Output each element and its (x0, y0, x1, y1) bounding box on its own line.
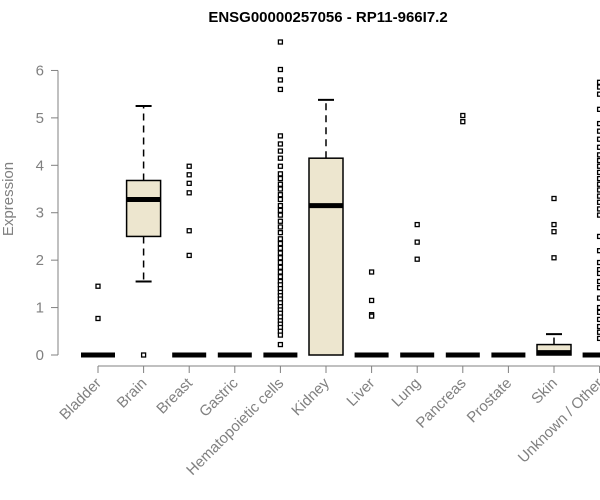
outlier-point (186, 252, 192, 259)
outlier-point (551, 229, 557, 235)
outlier-point (186, 228, 192, 234)
outlier-point (277, 39, 284, 45)
outlier-point (277, 196, 284, 203)
box-group (263, 39, 298, 358)
x-tick-label: Prostate (464, 375, 516, 427)
y-axis: 0 1 2 3 4 5 6 (36, 62, 59, 364)
y-tick-label: 6 (36, 62, 44, 79)
box-group (536, 195, 572, 356)
outlier-point (277, 269, 284, 275)
outlier-point (95, 283, 101, 289)
box-group (445, 112, 480, 358)
outlier-point (551, 195, 557, 202)
outlier-point (95, 315, 101, 322)
box-group (308, 98, 344, 356)
x-tick-label: Pancreas (413, 375, 470, 432)
outlier-point (186, 172, 192, 178)
x-tick-label: Liver (343, 375, 378, 410)
outlier-point (277, 207, 284, 214)
y-tick-label: 1 (36, 300, 44, 317)
outlier-point (277, 163, 284, 169)
outlier-point (414, 239, 420, 245)
outlier-point (277, 77, 284, 83)
plot-area (81, 39, 600, 358)
y-tick-label: 4 (36, 157, 44, 174)
outlier-point (277, 264, 284, 270)
outlier-point (277, 181, 284, 187)
outlier-point (277, 259, 284, 266)
outlier-point (414, 256, 420, 262)
outlier-point (277, 229, 284, 236)
outlier-point (277, 224, 284, 230)
x-tick-label: Brain (114, 375, 151, 412)
outlier-point (277, 332, 284, 338)
outlier-point (551, 221, 557, 228)
outlier-point (277, 141, 284, 147)
outlier-point (551, 255, 557, 261)
box-group (582, 79, 600, 358)
outlier-point (277, 236, 284, 242)
outlier-point (460, 119, 466, 125)
outlier-point (277, 66, 284, 73)
outlier-point (277, 186, 284, 192)
outlier-point (277, 240, 284, 247)
x-tick-label: Bladder (56, 375, 105, 424)
outlier-point (368, 313, 375, 319)
y-tick-label: 5 (36, 110, 44, 127)
outlier-point (277, 341, 284, 348)
outlier-point (414, 221, 420, 228)
y-tick-label: 3 (36, 205, 44, 222)
outlier-point (368, 297, 375, 304)
box-group (400, 221, 435, 358)
outlier-point (277, 250, 284, 256)
y-tick-label: 0 (36, 347, 44, 364)
box-group (354, 269, 389, 358)
outlier-point (277, 155, 284, 161)
outlier-point (277, 86, 284, 93)
box-group (81, 283, 115, 358)
y-axis-label: Expression (0, 162, 17, 236)
outlier-point (277, 274, 284, 280)
outlier-point (186, 180, 192, 186)
outlier-point (277, 171, 284, 177)
outlier-point (277, 202, 284, 209)
box-group (125, 105, 162, 358)
outlier-point (186, 163, 192, 169)
x-tick-label: Breast (153, 374, 196, 417)
outlier-point (186, 190, 192, 196)
x-tick-label: Skin (528, 375, 561, 408)
x-tick-label: Lung (388, 375, 424, 411)
box-iqr (125, 179, 162, 238)
outlier-point (460, 112, 466, 119)
outlier-point (277, 255, 284, 261)
outlier-point (277, 192, 284, 198)
y-tick-label: 2 (36, 252, 44, 269)
outlier-point (368, 269, 375, 275)
x-tick-label: Kidney (288, 374, 333, 419)
outlier-point (277, 218, 284, 224)
outlier-point (277, 245, 284, 251)
box-group (172, 163, 207, 358)
outlier-point (277, 133, 284, 139)
outlier-point (277, 212, 284, 218)
chart-title: ENSG00000257056 - RP11-966I7.2 (208, 9, 447, 26)
outlier-point (277, 148, 284, 154)
box-iqr (308, 157, 344, 356)
x-tick-label: Gastric (196, 374, 242, 420)
outlier-point (277, 175, 284, 182)
outlier-point (140, 352, 147, 358)
